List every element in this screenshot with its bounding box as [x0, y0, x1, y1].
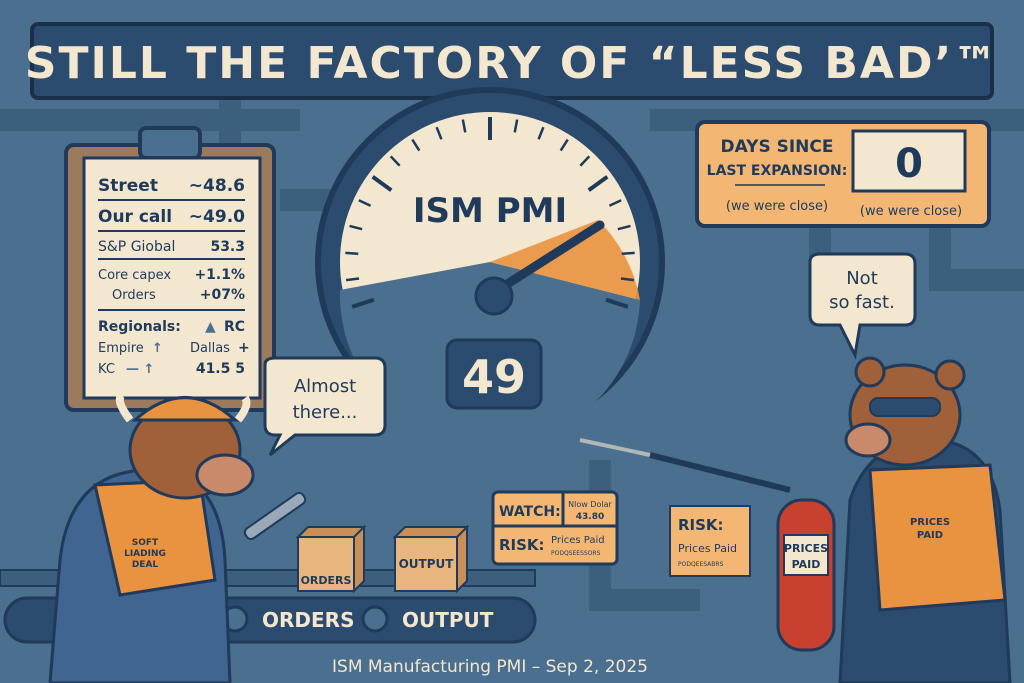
gauge-tick	[620, 277, 635, 282]
bull-speech-line2: there...	[293, 402, 358, 423]
gauge-tick	[608, 199, 622, 207]
street-value: ~48.6	[189, 176, 245, 196]
watch-label: WATCH:	[499, 504, 561, 520]
days-since-line2: LAST EXPANSION:	[707, 163, 848, 179]
gauge-label: ISM PMI	[413, 191, 567, 231]
days-since-panel: DAYS SINCE LAST EXPANSION: 0 (we were cl…	[695, 120, 991, 228]
output-box-label: OUTPUT	[399, 557, 455, 571]
bull-vest-line3: DEAL	[132, 560, 159, 570]
gauge-tick	[389, 155, 401, 167]
goggles-icon	[869, 397, 941, 417]
arrow-up-icon: — ↑	[126, 362, 154, 377]
empire-label: Empire	[98, 341, 144, 356]
street-label: Street	[98, 176, 158, 196]
title-banner: STILL THE FACTORY OF “LESS BAD’™	[25, 22, 999, 100]
core-capex-label: Core capex	[98, 268, 171, 283]
bear-speech-bubble: Not so fast.	[808, 252, 917, 360]
our-call-value: ~49.0	[189, 207, 245, 227]
risk-value: Prices Paid	[551, 535, 605, 546]
clipboard: Street ~48.6 Our call ~49.0 S&P Giobal 5…	[64, 126, 276, 412]
conveyor-orders-label: ORDERS	[262, 608, 354, 632]
sp-global-label: S&P Giobal	[98, 239, 175, 255]
extinguisher-label-line1: PRICES	[784, 542, 828, 555]
arrow-up-icon: ▲	[205, 319, 216, 335]
gauge-tick	[513, 119, 519, 133]
days-since-count: 0	[895, 141, 923, 187]
extinguisher-label-line2: PAID	[792, 558, 821, 571]
orders-box: ORDERS	[295, 524, 367, 594]
pmi-gauge: ISM PMI 49	[315, 87, 665, 446]
wrench-icon	[243, 491, 307, 541]
gauge-tick	[617, 224, 631, 231]
orders-label: Orders	[112, 288, 156, 303]
gauge-tick	[579, 155, 591, 167]
our-call-label: Our call	[98, 207, 172, 227]
risk-note-label: RISK:	[678, 516, 724, 534]
bear-vest-line1: PRICES	[910, 517, 950, 528]
core-capex-value: +1.1%	[194, 267, 245, 283]
title: STILL THE FACTORY OF “LESS BAD’™	[25, 38, 999, 89]
gauge-tick	[435, 126, 443, 140]
gauge-tick	[345, 251, 359, 255]
watch-value-1: Nlow Dolar	[568, 500, 612, 509]
bull-speech-bubble: Almost there...	[263, 356, 387, 457]
days-since-note-left: (we were close)	[726, 199, 828, 214]
kc-label: KC	[98, 362, 115, 377]
bear-vest-line2: PAID	[917, 530, 943, 541]
risk-sub: PODQSEESSORS	[551, 550, 601, 557]
bear-speech-line1: Not	[846, 268, 878, 289]
watch-risk-panel: WATCH: Nlow Dolar 43.80 RISK: Prices Pai…	[491, 490, 619, 566]
gauge-value: 49	[462, 350, 526, 404]
days-since-note-right: (we were close)	[860, 204, 962, 219]
orders-box-label: ORDERS	[301, 574, 352, 587]
risk-note: RISK: Prices Paid PODQEESABRS	[669, 505, 751, 577]
fire-extinguisher: PRICES PAID	[579, 438, 836, 652]
gauge-tick	[605, 297, 629, 309]
arrow-up-icon: ↑	[152, 341, 163, 356]
watch-value-2: 43.80	[576, 512, 604, 522]
plus-icon: +	[238, 340, 250, 356]
gauge-orange-band	[490, 220, 640, 300]
gauge-tick	[371, 175, 393, 192]
orders-value: +07%	[200, 287, 245, 303]
gauge-tick	[587, 175, 609, 192]
caption: ISM Manufacturing PMI – Sep 2, 2025	[332, 657, 648, 677]
regionals-rc: RC	[224, 319, 245, 335]
gauge-tick	[621, 251, 635, 255]
risk-note-sub: PODQEESABRS	[678, 561, 724, 568]
bull-speech-line1: Almost	[294, 376, 356, 397]
gauge-ticks	[345, 117, 635, 309]
regionals-label: Regionals:	[98, 319, 181, 335]
bull-vest-line2: LIADING	[124, 549, 166, 559]
bear-character: PRICES PAID	[838, 356, 1012, 683]
sp-global-value: 53.3	[210, 239, 245, 255]
gauge-tick	[351, 297, 375, 309]
kc-value: 41.5 5	[196, 361, 245, 377]
gauge-tick	[461, 119, 467, 133]
bear-speech-line2: so fast.	[829, 292, 895, 313]
output-box: OUTPUT	[392, 524, 470, 594]
bull-character: SOFT LIADING DEAL	[48, 391, 307, 683]
risk-label: RISK:	[499, 536, 545, 554]
days-since-line1: DAYS SINCE	[721, 137, 834, 157]
gauge-tick	[345, 277, 360, 282]
dallas-label: Dallas	[190, 341, 230, 356]
gauge-tick	[537, 126, 545, 140]
risk-note-value: Prices Paid	[678, 542, 737, 555]
gauge-tick	[358, 199, 372, 207]
gauge-tick	[411, 138, 421, 152]
gauge-tick	[349, 224, 363, 231]
conveyor-output-label: OUTPUT	[402, 608, 494, 632]
gauge-tick	[559, 138, 569, 152]
bull-vest-line1: SOFT	[132, 538, 159, 548]
